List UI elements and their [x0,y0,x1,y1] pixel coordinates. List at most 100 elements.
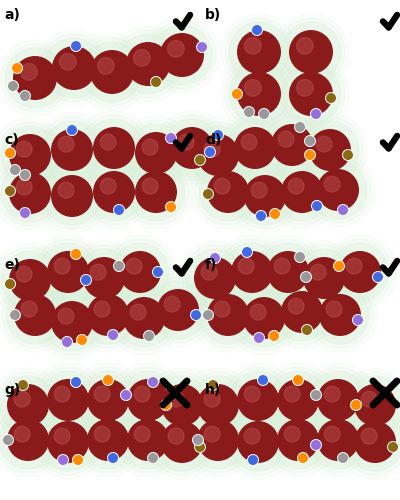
Circle shape [317,379,359,421]
Circle shape [267,251,309,293]
Circle shape [0,122,63,188]
Circle shape [181,403,255,477]
Circle shape [71,363,145,437]
Circle shape [82,42,142,102]
Circle shape [74,34,150,110]
Circle shape [123,120,189,186]
Circle shape [210,252,220,264]
Circle shape [20,170,30,180]
Circle shape [214,178,230,194]
Circle shape [39,289,105,355]
Circle shape [346,258,362,274]
Circle shape [304,150,316,160]
Circle shape [134,50,150,66]
Circle shape [261,363,335,437]
Circle shape [152,25,212,85]
Circle shape [352,314,364,326]
Circle shape [85,119,143,177]
Circle shape [62,336,72,347]
Circle shape [130,304,146,320]
Circle shape [231,285,297,351]
Circle shape [207,294,249,336]
Circle shape [54,258,70,274]
Circle shape [231,251,273,293]
Circle shape [58,308,74,324]
Circle shape [324,176,340,192]
Circle shape [298,452,308,464]
Circle shape [192,434,204,446]
Circle shape [281,22,341,82]
Circle shape [218,111,292,185]
Circle shape [214,301,230,317]
Circle shape [235,289,293,347]
Circle shape [199,286,257,344]
Circle shape [60,54,76,70]
Circle shape [4,278,16,289]
Circle shape [20,90,30,102]
Circle shape [237,72,281,116]
Circle shape [316,136,332,152]
Circle shape [197,419,239,461]
Circle shape [327,239,393,305]
Circle shape [81,159,147,225]
Circle shape [271,124,313,166]
Circle shape [189,376,247,434]
Circle shape [85,163,143,221]
Circle shape [39,413,97,471]
Circle shape [18,380,28,390]
Circle shape [67,241,141,315]
Circle shape [196,42,208,52]
Circle shape [301,121,359,179]
Circle shape [274,258,290,274]
Circle shape [16,179,32,195]
Circle shape [107,281,181,355]
Circle shape [149,409,215,475]
Circle shape [70,40,82,52]
Circle shape [338,368,400,442]
Circle shape [142,139,158,155]
Circle shape [44,38,104,98]
Circle shape [4,186,16,196]
Circle shape [361,391,377,407]
Circle shape [39,243,97,301]
Circle shape [294,252,306,262]
Circle shape [229,64,289,124]
Circle shape [161,421,203,463]
Circle shape [12,62,22,74]
Circle shape [317,419,359,461]
Circle shape [75,282,141,348]
Circle shape [115,289,173,347]
Circle shape [289,72,333,116]
Circle shape [87,419,129,461]
Circle shape [134,426,150,442]
Circle shape [6,286,64,344]
Circle shape [114,260,124,272]
Circle shape [232,163,298,229]
Circle shape [155,111,229,185]
Circle shape [237,421,279,463]
Circle shape [251,182,267,198]
Circle shape [43,293,101,351]
Circle shape [255,239,321,305]
Circle shape [342,150,354,160]
Circle shape [164,296,180,312]
Circle shape [75,249,133,307]
Circle shape [372,272,384,282]
Circle shape [319,294,361,336]
Circle shape [289,30,333,74]
Circle shape [35,113,109,187]
Circle shape [223,243,281,301]
Circle shape [178,241,252,315]
Circle shape [100,178,116,194]
Circle shape [43,167,101,225]
Circle shape [93,127,135,169]
Circle shape [269,159,335,225]
Circle shape [277,379,319,421]
Circle shape [119,371,177,429]
Circle shape [244,428,260,444]
Circle shape [307,282,373,348]
Circle shape [273,163,331,221]
Circle shape [204,141,220,157]
Circle shape [305,407,371,473]
Circle shape [270,208,280,220]
